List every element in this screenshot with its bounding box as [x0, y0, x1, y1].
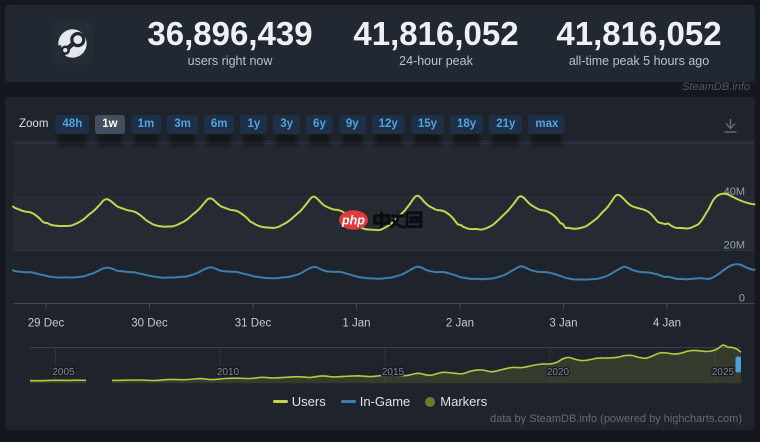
svg-text:2010: 2010 [217, 367, 240, 378]
svg-text:2015: 2015 [382, 367, 405, 378]
svg-text:2025: 2025 [712, 367, 735, 378]
svg-text:php: php [341, 214, 365, 228]
svg-text:29 Dec: 29 Dec [28, 318, 65, 330]
svg-text:30 Dec: 30 Dec [131, 318, 168, 330]
svg-text:0: 0 [739, 293, 745, 305]
svg-text:20M: 20M [724, 240, 745, 252]
svg-text:31 Dec: 31 Dec [235, 318, 272, 330]
svg-text:40M: 40M [724, 186, 745, 198]
svg-text:1 Jan: 1 Jan [342, 318, 370, 330]
svg-text:3 Jan: 3 Jan [549, 318, 577, 330]
svg-text:4 Jan: 4 Jan [653, 318, 681, 330]
svg-text:2020: 2020 [547, 367, 570, 378]
svg-text:2005: 2005 [52, 367, 75, 378]
svg-text:2 Jan: 2 Jan [446, 318, 474, 330]
